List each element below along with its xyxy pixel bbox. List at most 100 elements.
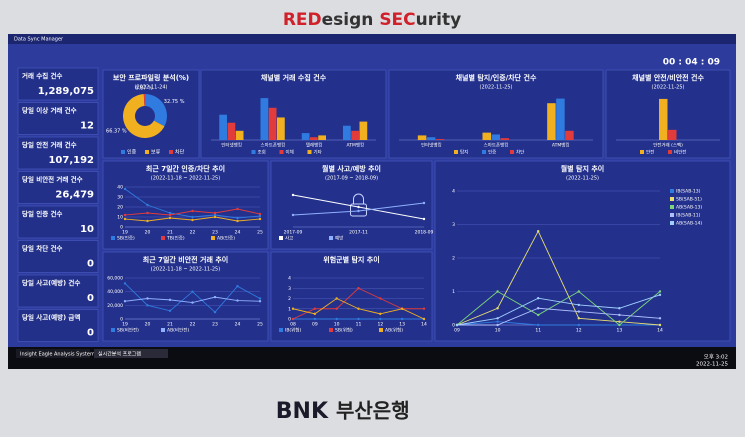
- panel-title: 최근 7일간 인증/차단 추이: [146, 164, 225, 173]
- value-label: 66.37 %: [106, 129, 127, 135]
- kpi-label: 당일 사고(예방) 금액: [22, 313, 80, 322]
- point: [258, 214, 262, 218]
- legend-swatch: [454, 150, 458, 154]
- legend-swatch: [329, 236, 333, 240]
- x-tick-label: 13: [617, 328, 623, 334]
- x-tick-label: 11: [356, 322, 362, 328]
- bar: [268, 107, 277, 140]
- panel-subtitle: (2017-09 ~ 2018-09): [325, 176, 378, 182]
- kpi-value: 10: [80, 224, 94, 235]
- y-tick-label: 1: [288, 306, 291, 312]
- x-tick-label: 24: [235, 230, 241, 236]
- x-tick-label: 25: [257, 322, 263, 328]
- y-tick-label: 0: [120, 317, 123, 323]
- point: [496, 290, 499, 293]
- legend-swatch: [279, 328, 283, 332]
- lock-shackle: [353, 193, 364, 204]
- legend-swatch: [379, 328, 383, 332]
- legend-label: 인증: [488, 149, 496, 156]
- point: [335, 317, 338, 321]
- x-tick-label: 22: [190, 230, 196, 236]
- point: [537, 323, 540, 327]
- legend-swatch: [161, 236, 165, 240]
- brand-part: SEC: [379, 10, 415, 30]
- clock: 00 : 04 : 09: [663, 58, 720, 68]
- kpi-box: [17, 67, 99, 101]
- bar: [260, 98, 269, 140]
- point: [658, 317, 662, 320]
- brand-part: RED: [283, 10, 322, 30]
- panel-subtitle: (2022-11-24): [135, 85, 168, 91]
- x-tick-label: 14: [657, 328, 663, 334]
- panel-subtitle: (2022-11-25): [652, 85, 685, 91]
- kpi-box: [17, 136, 99, 170]
- window-title: Data Sync Manager: [14, 37, 64, 43]
- y-tick-label: 0: [288, 317, 291, 323]
- legend-label: AB(SAB-14): [676, 221, 702, 227]
- point: [313, 312, 317, 316]
- x-tick-label: 2017-11: [349, 230, 368, 236]
- y-tick-label: 4: [288, 276, 291, 282]
- x-tick-label: 스마트폰뱅킹: [484, 142, 509, 149]
- point: [236, 299, 239, 302]
- taskbar-item[interactable]: [16, 349, 90, 358]
- bank-logo: BNK: [276, 399, 329, 424]
- taskbar-item[interactable]: [94, 349, 168, 358]
- panel: [605, 69, 731, 159]
- bar: [219, 114, 227, 140]
- point: [213, 211, 217, 215]
- panel: [102, 160, 269, 250]
- point: [658, 290, 662, 293]
- point: [123, 213, 127, 217]
- bar: [500, 138, 509, 140]
- legend-label: 비안전: [674, 149, 686, 156]
- legend-label: 차단: [175, 149, 185, 156]
- kpi-value: 0: [87, 259, 94, 270]
- panel-subtitle: (2022-11-25): [480, 85, 513, 91]
- line: [457, 307, 661, 326]
- point: [577, 310, 580, 313]
- legend-label: AB(위험): [385, 327, 403, 334]
- bar: [435, 139, 445, 140]
- y-tick-label: 40: [117, 185, 123, 191]
- kpi-box: [17, 240, 99, 273]
- kpi-label: 당일 이상 거래 건수: [22, 106, 77, 115]
- y-tick-label: 1: [452, 289, 455, 295]
- taskbar-date: 2022-11-25: [696, 362, 728, 368]
- point: [236, 207, 239, 211]
- window-bar: [8, 34, 736, 44]
- x-tick-label: 09: [312, 322, 318, 328]
- x-tick-label: 21: [167, 322, 173, 328]
- point: [123, 282, 127, 285]
- point: [168, 211, 172, 215]
- donut-slice: [145, 94, 167, 127]
- brand-part: esign: [322, 10, 380, 30]
- x-tick-label: 22: [190, 322, 196, 328]
- point: [618, 313, 621, 317]
- panel-title: 채널별 안전/비안전 건수: [632, 73, 704, 82]
- x-tick-label: 인터넷뱅킹: [421, 142, 442, 149]
- point: [400, 307, 404, 310]
- point: [123, 217, 127, 221]
- legend-label: 기타: [314, 149, 323, 156]
- kpi-label: 당일 비안전 거래 건수: [22, 175, 83, 184]
- x-tick-label: 25: [257, 230, 263, 236]
- line: [456, 230, 661, 326]
- bar: [565, 130, 574, 140]
- point: [422, 317, 426, 321]
- point: [191, 290, 194, 293]
- point: [313, 307, 317, 310]
- legend-label: 안전: [646, 149, 654, 156]
- y-tick-label: 2: [452, 256, 455, 262]
- point: [335, 297, 338, 300]
- point: [123, 300, 127, 303]
- kpi-value: 0: [87, 328, 94, 339]
- x-tick-label: 13: [399, 322, 405, 328]
- kpi-box: [17, 274, 99, 308]
- point: [213, 310, 217, 314]
- brand-part: urity: [416, 10, 462, 30]
- legend-label: IB(SAB-11): [676, 213, 701, 219]
- point: [213, 213, 217, 217]
- panel: [102, 69, 200, 159]
